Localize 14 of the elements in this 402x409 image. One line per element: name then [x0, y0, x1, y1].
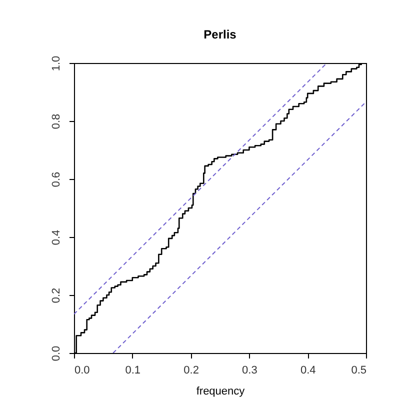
y-tick-label: 0.6: [50, 172, 62, 188]
x-tick-label: 0.3: [242, 364, 258, 376]
y-tick-label: 0.2: [50, 288, 62, 304]
x-axis-title: frequency: [196, 386, 246, 398]
y-tick-label: 1.0: [50, 56, 62, 72]
x-tick-label: 0.5: [351, 364, 366, 376]
y-tick-label: 0.4: [50, 230, 62, 246]
chart-title: Perlis: [204, 27, 237, 42]
x-tick-label: 0.1: [125, 364, 141, 376]
x-tick-label: 0.0: [74, 364, 90, 376]
y-tick-label: 0.0: [50, 346, 62, 362]
y-tick-label: 0.8: [50, 114, 62, 130]
x-tick-label: 0.4: [300, 364, 316, 376]
x-tick-label: 0.2: [184, 364, 199, 376]
